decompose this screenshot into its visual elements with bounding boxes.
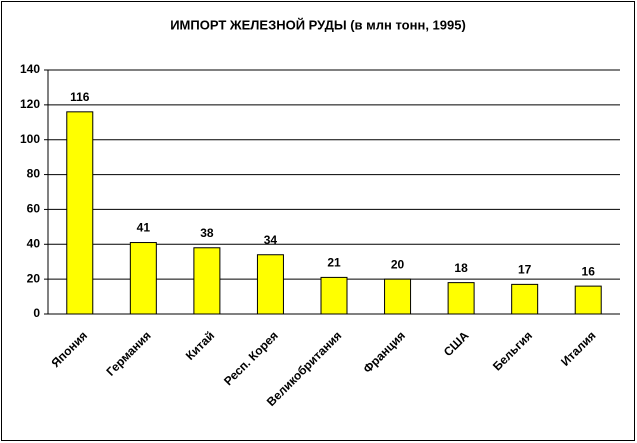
y-tick-label: 80 bbox=[27, 167, 41, 181]
bar bbox=[129, 242, 157, 315]
y-tick-label: 20 bbox=[27, 271, 41, 285]
data-label: 38 bbox=[200, 226, 214, 240]
y-tick-label: 0 bbox=[33, 306, 40, 320]
bar bbox=[320, 276, 348, 315]
bar bbox=[193, 247, 221, 315]
data-label: 41 bbox=[137, 221, 151, 235]
bar bbox=[256, 254, 284, 315]
y-tick-label: 100 bbox=[20, 132, 40, 146]
y-tick-label: 140 bbox=[20, 62, 40, 76]
y-tick-label: 120 bbox=[20, 97, 40, 111]
bar bbox=[511, 283, 539, 315]
data-label: 34 bbox=[264, 233, 278, 247]
bar bbox=[447, 282, 475, 315]
y-tick-label: 60 bbox=[27, 202, 41, 216]
data-label: 116 bbox=[70, 90, 90, 104]
data-label: 20 bbox=[391, 257, 405, 271]
y-tick-label: 40 bbox=[27, 236, 41, 250]
data-label: 17 bbox=[518, 263, 532, 277]
data-label: 21 bbox=[327, 256, 341, 270]
data-label: 16 bbox=[582, 264, 596, 278]
bar bbox=[574, 285, 602, 315]
data-label: 18 bbox=[454, 261, 468, 275]
chart-title: ИМПОРТ ЖЕЛЕЗНОЙ РУДЫ (в млн тонн, 1995) bbox=[170, 17, 466, 32]
bar bbox=[384, 278, 412, 315]
bar bbox=[66, 111, 94, 315]
